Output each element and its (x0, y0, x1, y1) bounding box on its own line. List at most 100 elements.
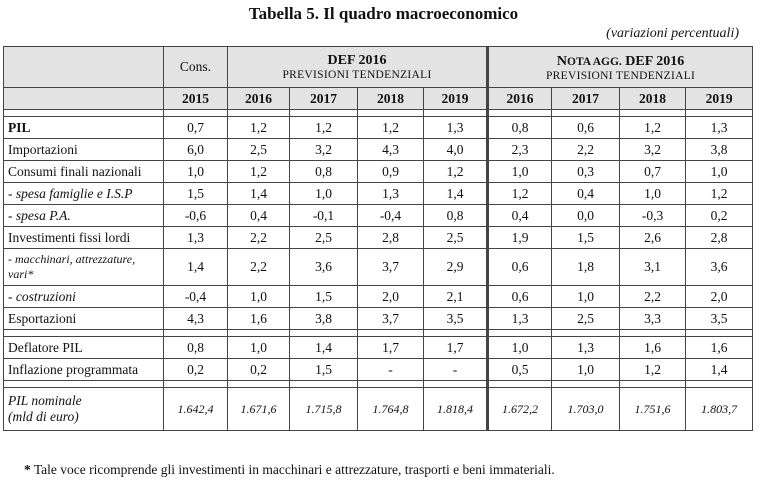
footnote-star: * (24, 462, 31, 477)
value-cell: 0,6 (486, 285, 553, 308)
value-cell: 3,1 (619, 248, 687, 286)
value-cell: 1.715,8 (289, 387, 358, 431)
row-label-line1: - macchinari, attrezzature, (8, 252, 136, 266)
spacer-cell (357, 380, 424, 388)
value-cell: -0,4 (163, 285, 228, 308)
value-cell: 1,0 (289, 182, 358, 205)
macro-table: Cons. DEF 2016 PREVISIONI TENDENZIALI NO… (3, 46, 754, 431)
value-cell: 1,5 (289, 358, 358, 381)
value-cell: 1.803,7 (685, 387, 754, 431)
value-cell: 2,9 (422, 248, 489, 286)
value-cell: 1,2 (227, 160, 290, 183)
value-cell: 1,2 (486, 182, 553, 205)
spacer-cell (227, 380, 290, 388)
header-years-row: 2015 2016 2017 2018 2019 2016 2017 2018 2019 (3, 87, 754, 110)
value-cell: 2,3 (486, 138, 553, 161)
value-cell: 3,6 (685, 248, 754, 286)
value-cell: 0,3 (551, 160, 621, 183)
table-row: Inflazione programmata 0,2 0,2 1,5- -0,5 1,0 1… (3, 358, 754, 381)
value-cell: 1,0 (163, 160, 228, 183)
value-cell: 1,0 (551, 358, 621, 381)
value-cell: 1.764,8 (357, 387, 424, 431)
spacer-cell (422, 329, 489, 337)
value-cell: 1,4 (685, 358, 754, 381)
value-cell: 2,2 (227, 226, 290, 249)
value-cell: 0,4 (551, 182, 621, 205)
value-cell: 0,5 (486, 358, 553, 381)
spacer-cell (619, 380, 687, 388)
year-header: 2019 (422, 87, 489, 110)
table-subtitle: (variazioni percentuali) (606, 26, 739, 41)
value-cell: 2,2 (227, 248, 290, 286)
row-label: Deflatore PIL (3, 336, 164, 359)
table-row: Investimenti fissi lordi 1,3 2,2 2,5 2,8 2,5 1… (3, 226, 754, 249)
value-cell: 1,7 (357, 336, 424, 359)
header-def: DEF 2016 PREVISIONI TENDENZIALI (226, 46, 489, 88)
value-cell: 2,5 (289, 226, 358, 249)
value-cell: 1,2 (619, 116, 687, 139)
nota-sub: PREVISIONI TENDENZIALI (545, 69, 696, 82)
value-cell: 2,0 (685, 285, 754, 308)
value-cell: 1,0 (227, 336, 290, 359)
row-label: Consumi finali nazionali (3, 160, 164, 183)
spacer-row (3, 109, 754, 117)
table-row: Deflatore PIL 0,8 1,0 1,4 1,7 1,7 1,0 1,3 1,6 1,6 (3, 336, 754, 359)
row-label: Importazioni (3, 138, 164, 161)
table-row: Importazioni 6,0 2,5 3,2 4,3 4,0 2,3 2,2 3,2 3,8 (3, 138, 754, 161)
value-cell: 1,4 (163, 248, 228, 286)
year-header: 2015 (163, 87, 228, 110)
value-cell: 1,2 (685, 182, 754, 205)
spacer-cell (551, 109, 621, 117)
spacer-cell (619, 329, 687, 337)
value-cell: -0,4 (357, 204, 424, 227)
value-cell: 1,0 (551, 285, 621, 308)
value-cell: 0,8 (289, 160, 358, 183)
value-cell: 1,0 (486, 160, 553, 183)
value-cell: 1,2 (422, 160, 489, 183)
row-label: PIL (3, 116, 164, 139)
spacer-cell (289, 380, 358, 388)
spacer-cell (289, 329, 358, 337)
value-cell: 0,8 (486, 116, 553, 139)
def-sub: PREVISIONI TENDENZIALI (282, 69, 432, 81)
value-cell: 3,2 (289, 138, 358, 161)
header-nota: NOTA AGG. DEF 2016 PREVISIONI TENDENZIAL… (486, 46, 754, 88)
spacer-cell (227, 329, 290, 337)
value-cell: 4,3 (163, 307, 228, 330)
table-row: - spesa famiglie e I.S.P 1,5 1,4 1,0 1,3 1,4 1… (3, 182, 754, 205)
value-cell: 1,0 (227, 285, 290, 308)
table-row: Esportazioni 4,3 1,6 3,8 3,7 3,5 1,3 2,5 3,3 3,5 (3, 307, 754, 330)
value-cell: 3,5 (422, 307, 489, 330)
value-cell: 1,4 (227, 182, 290, 205)
row-label: Investimenti fissi lordi (3, 226, 164, 249)
year-header: 2017 (551, 87, 621, 110)
value-cell: 4,3 (357, 138, 424, 161)
spacer-cell (227, 109, 290, 117)
spacer-cell (3, 380, 164, 388)
year-header: 2016 (486, 87, 553, 110)
value-cell: 1,3 (685, 116, 754, 139)
value-cell: 0,6 (486, 248, 553, 286)
value-cell: 1,8 (551, 248, 621, 286)
value-cell: 0,2 (685, 204, 754, 227)
value-cell: 1,5 (289, 285, 358, 308)
spacer-cell (163, 329, 228, 337)
value-cell: 0,7 (619, 160, 687, 183)
year-header: 2018 (357, 87, 424, 110)
value-cell: 1,6 (685, 336, 754, 359)
row-label-line2: (mld di euro) (8, 409, 79, 424)
value-cell: 1,3 (486, 307, 553, 330)
spacer-cell (619, 109, 687, 117)
spacer-cell (486, 380, 553, 388)
value-cell: 3,3 (619, 307, 687, 330)
value-cell: 1,3 (163, 226, 228, 249)
value-cell: - (422, 358, 489, 381)
value-cell: 1,5 (551, 226, 621, 249)
row-label: - spesa famiglie e I.S.P (3, 182, 164, 205)
value-cell: 2,5 (227, 138, 290, 161)
header-empty (3, 46, 164, 88)
spacer-cell (3, 109, 164, 117)
table-row: - spesa P.A. -0,6 0,4 -0,1 -0,4 0,8 0,4 0,0 -0,3… (3, 204, 754, 227)
value-cell: 1,0 (685, 160, 754, 183)
spacer-cell (289, 109, 358, 117)
